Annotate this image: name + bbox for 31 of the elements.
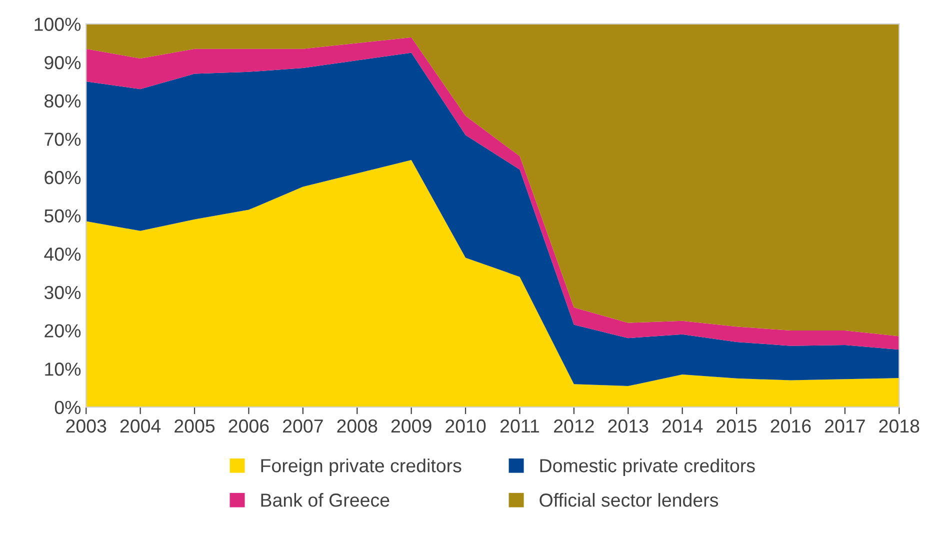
y-tick-label: 30%	[44, 286, 81, 300]
x-tick-label: 2005	[174, 419, 215, 433]
y-tick-label: 0%	[54, 400, 81, 414]
x-tick-label: 2004	[120, 419, 161, 433]
x-tick-label: 2010	[446, 419, 486, 433]
x-tick-label: 2013	[608, 419, 648, 433]
x-tick-label: 2018	[879, 419, 920, 433]
y-tick-label: 90%	[44, 56, 81, 70]
x-tick-label: 2003	[66, 419, 106, 433]
y-tick-label: 80%	[44, 94, 81, 108]
x-tick-label: 2016	[770, 419, 811, 433]
x-tick-label: 2007	[283, 419, 323, 433]
legend-label: Bank of Greece	[261, 493, 390, 507]
x-tick-label: 2012	[554, 419, 594, 433]
y-tick-label: 20%	[44, 324, 81, 338]
y-tick-label: 50%	[44, 209, 81, 223]
x-tick-label: 2006	[228, 419, 269, 433]
x-tick-label: 2017	[825, 419, 865, 433]
x-tick-label: 2008	[337, 419, 378, 433]
y-tick-label: 10%	[45, 362, 81, 376]
x-tick-label: 2015	[716, 419, 757, 433]
legend-label: Foreign private creditors	[261, 458, 462, 476]
x-tick-label: 2009	[391, 419, 432, 433]
y-tick-label: 60%	[44, 170, 81, 184]
legend-label: Official sector lenders	[540, 493, 718, 507]
x-tick-label: 2011	[500, 419, 539, 433]
legend-label: Domestic private creditors	[540, 458, 755, 476]
x-tick-label: 2014	[662, 419, 703, 433]
y-tick-label: 40%	[44, 248, 81, 261]
y-tick-label: 100%	[34, 18, 81, 31]
y-tick-label: 70%	[44, 132, 81, 146]
